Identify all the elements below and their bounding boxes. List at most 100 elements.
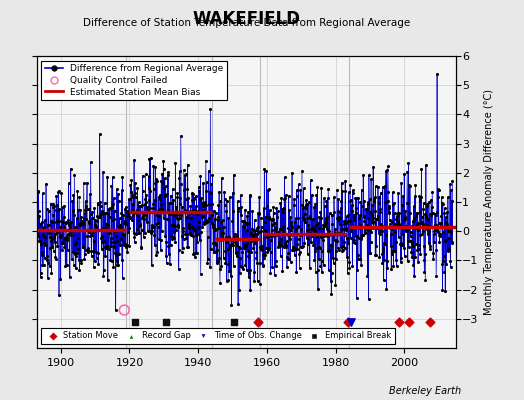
Point	[359, 213, 368, 219]
Point	[252, 255, 260, 261]
Point	[163, 207, 172, 214]
Point	[289, 245, 298, 251]
Point	[338, 188, 346, 194]
Point	[309, 216, 317, 222]
Point	[41, 242, 50, 248]
Point	[180, 209, 189, 216]
Point	[417, 166, 425, 172]
Point	[380, 183, 389, 189]
Point	[401, 208, 409, 214]
Point	[295, 235, 303, 242]
Point	[42, 227, 50, 233]
Point	[61, 236, 69, 243]
Point	[35, 213, 43, 220]
Point	[247, 225, 256, 232]
Point	[362, 222, 370, 229]
Point	[47, 218, 56, 224]
Point	[79, 244, 88, 251]
Point	[357, 186, 366, 193]
Point	[332, 237, 340, 244]
Point	[150, 223, 158, 230]
Point	[411, 193, 419, 200]
Point	[425, 228, 433, 234]
Point	[145, 185, 154, 192]
Point	[296, 186, 304, 193]
Point	[171, 239, 179, 245]
Point	[294, 214, 302, 221]
Point	[114, 223, 122, 230]
Point	[423, 231, 432, 237]
Point	[155, 194, 163, 200]
Point	[394, 220, 402, 227]
Point	[315, 245, 324, 251]
Point	[378, 259, 387, 266]
Point	[85, 226, 94, 233]
Point	[236, 270, 244, 277]
Point	[36, 238, 44, 244]
Point	[433, 227, 441, 234]
Point	[440, 268, 448, 275]
Point	[301, 210, 309, 217]
Point	[66, 228, 74, 235]
Point	[280, 196, 288, 202]
Point	[232, 236, 241, 242]
Point	[275, 242, 283, 249]
Point	[319, 237, 328, 243]
Point	[183, 186, 192, 192]
Point	[352, 233, 360, 239]
Point	[334, 208, 343, 214]
Point	[124, 210, 132, 216]
Point	[261, 214, 270, 220]
Point	[421, 251, 429, 258]
Point	[95, 214, 104, 220]
Point	[147, 229, 155, 236]
Point	[391, 257, 400, 263]
Point	[101, 225, 109, 231]
Point	[188, 190, 196, 197]
Point	[435, 232, 443, 238]
Point	[234, 301, 242, 308]
Point	[122, 204, 130, 211]
Point	[364, 215, 372, 222]
Point	[184, 244, 192, 250]
Point	[401, 216, 409, 222]
Point	[87, 211, 95, 218]
Point	[297, 225, 305, 232]
Point	[430, 231, 438, 238]
Point	[379, 277, 388, 284]
Point	[172, 212, 181, 218]
Point	[431, 212, 440, 218]
Point	[269, 210, 278, 217]
Point	[422, 162, 430, 168]
Point	[112, 252, 120, 258]
Point	[305, 265, 314, 271]
Point	[268, 264, 276, 270]
Point	[132, 194, 140, 200]
Point	[421, 277, 430, 284]
Point	[340, 220, 348, 227]
Point	[227, 237, 236, 243]
Point	[107, 216, 116, 223]
Point	[315, 256, 323, 263]
Point	[363, 273, 372, 280]
Point	[259, 252, 268, 259]
Point	[220, 188, 228, 195]
Point	[439, 200, 447, 207]
Point	[74, 234, 82, 241]
Point	[361, 225, 369, 232]
Point	[61, 219, 70, 226]
Point	[231, 230, 239, 237]
Point	[310, 256, 319, 263]
Point	[282, 238, 291, 244]
Point	[243, 266, 251, 273]
Point	[202, 187, 210, 194]
Point	[66, 227, 74, 234]
Point	[225, 268, 234, 274]
Point	[136, 221, 145, 227]
Point	[357, 234, 366, 241]
Point	[200, 201, 208, 207]
Point	[155, 236, 163, 242]
Point	[82, 247, 90, 253]
Point	[326, 278, 335, 284]
Point	[233, 233, 242, 239]
